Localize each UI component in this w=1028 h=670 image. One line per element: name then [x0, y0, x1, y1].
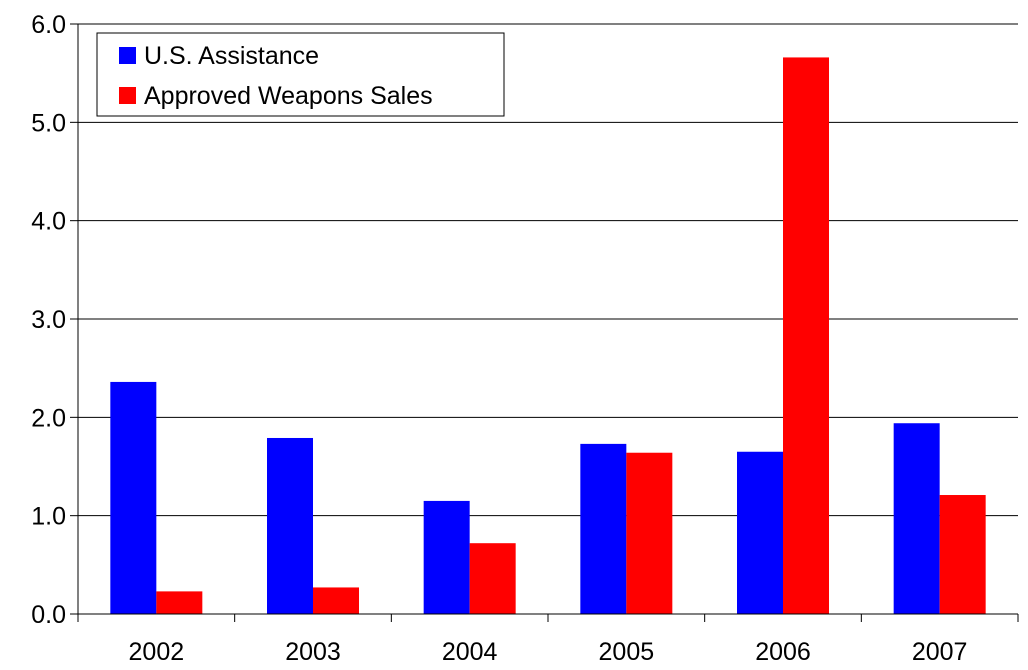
x-tick-label: 2007 — [912, 638, 968, 666]
x-tick-label: 2002 — [129, 638, 185, 666]
bar-approved-weapons-sales-2007 — [939, 495, 986, 614]
x-tick-label: 2005 — [599, 638, 655, 666]
bars — [110, 57, 986, 614]
bar-approved-weapons-sales-2005 — [626, 452, 673, 614]
y-tick-label: 0.0 — [31, 601, 66, 629]
legend-swatch — [119, 47, 136, 64]
legend-label: Approved Weapons Sales — [144, 82, 433, 110]
legend-label: U.S. Assistance — [144, 42, 319, 70]
legend-box — [96, 32, 505, 117]
y-tick-label: 6.0 — [31, 11, 66, 39]
y-tick-label: 5.0 — [31, 109, 66, 137]
y-tick-label: 2.0 — [31, 404, 66, 432]
bar-approved-weapons-sales-2004 — [469, 543, 516, 614]
x-tick-label: 2006 — [755, 638, 811, 666]
y-axis-tick-labels: 0.0 1.0 2.0 3.0 4.0 5.0 6.0 — [31, 11, 66, 629]
y-tick-label: 3.0 — [31, 306, 66, 334]
bar-us-assistance-2005 — [580, 443, 627, 614]
x-tick-label: 2003 — [285, 638, 341, 666]
x-axis-tick-labels: 2002 2003 2004 2005 2006 2007 — [129, 638, 968, 666]
bar-approved-weapons-sales-2006 — [783, 57, 829, 614]
bar-us-assistance-2006 — [737, 451, 783, 614]
legend-swatch — [119, 87, 136, 104]
x-tick-label: 2004 — [442, 638, 498, 666]
bar-approved-weapons-sales-2003 — [313, 587, 359, 614]
y-tick-label: 1.0 — [31, 503, 66, 531]
bar-approved-weapons-sales-2002 — [156, 591, 203, 614]
bar-us-assistance-2007 — [893, 423, 940, 614]
axes — [70, 23, 1019, 622]
y-tick-label: 4.0 — [31, 208, 66, 236]
bar-us-assistance-2002 — [110, 381, 157, 614]
bar-us-assistance-2003 — [267, 437, 313, 614]
legend: U.S. Assistance Approved Weapons Sales — [96, 32, 505, 117]
gridlines — [78, 23, 1018, 517]
bar-us-assistance-2004 — [423, 500, 470, 614]
